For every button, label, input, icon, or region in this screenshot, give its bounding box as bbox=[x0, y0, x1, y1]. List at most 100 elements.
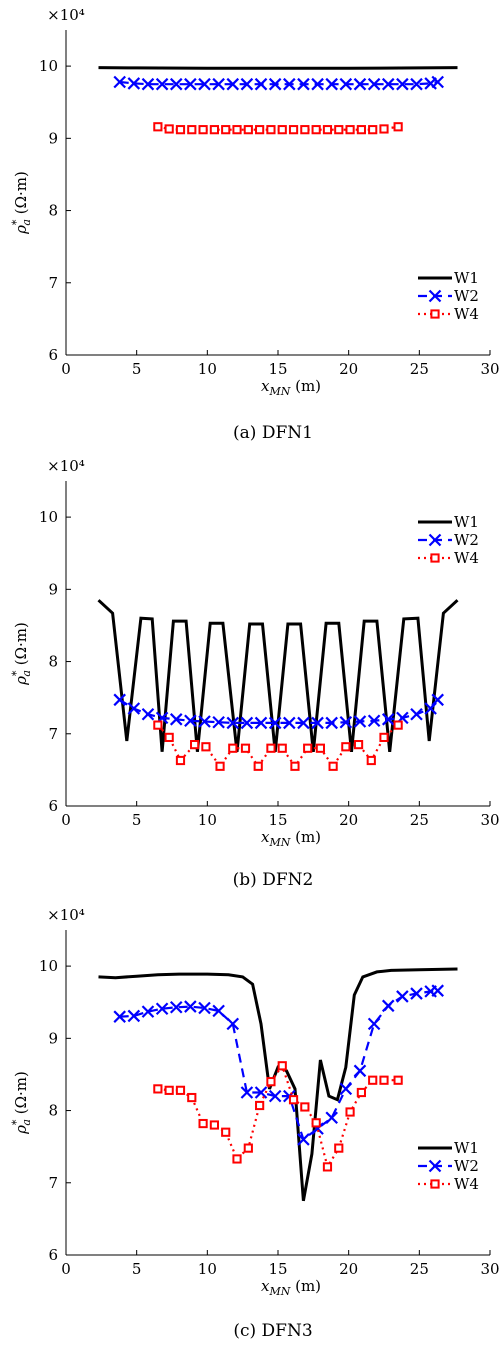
x-axis-label: xMN (m) bbox=[261, 828, 321, 849]
series-W4 bbox=[153, 1061, 403, 1172]
data-point bbox=[325, 77, 338, 91]
y-tick-label: 7 bbox=[48, 274, 58, 292]
data-point bbox=[393, 122, 403, 132]
data-point bbox=[325, 1111, 338, 1125]
x-tick-label: 0 bbox=[61, 1260, 71, 1278]
data-point bbox=[164, 1085, 174, 1095]
x-tick-label: 5 bbox=[132, 1260, 142, 1278]
y-axis-label: ρ*a (Ω·m) bbox=[10, 1071, 33, 1135]
data-point bbox=[268, 77, 282, 91]
x-tick-label: 0 bbox=[61, 811, 71, 829]
y-tick-label: 9 bbox=[48, 1029, 58, 1047]
data-point bbox=[300, 125, 310, 135]
y-tick-label: 6 bbox=[48, 797, 58, 815]
data-point bbox=[297, 1133, 310, 1146]
data-point bbox=[334, 1143, 344, 1153]
legend-label: W2 bbox=[454, 1157, 479, 1175]
data-point bbox=[240, 716, 254, 730]
data-point bbox=[290, 761, 300, 771]
data-point bbox=[381, 999, 395, 1013]
data-point bbox=[184, 714, 197, 728]
data-point bbox=[368, 1075, 378, 1085]
legend-label: W4 bbox=[454, 549, 479, 567]
legend-label: W1 bbox=[454, 513, 479, 531]
data-point bbox=[153, 720, 163, 730]
data-point bbox=[254, 77, 268, 91]
data-point bbox=[367, 77, 381, 91]
x-tick-label: 25 bbox=[410, 1260, 429, 1278]
data-point bbox=[255, 125, 265, 135]
series-line bbox=[119, 80, 438, 86]
data-point bbox=[353, 715, 367, 728]
series-W2 bbox=[113, 693, 444, 730]
data-point bbox=[240, 743, 251, 753]
data-point bbox=[153, 122, 163, 132]
y-tick-label: 7 bbox=[48, 725, 58, 743]
legend-marker bbox=[430, 1179, 440, 1189]
y-tick-label: 9 bbox=[48, 129, 58, 147]
data-point bbox=[379, 1075, 389, 1085]
data-point bbox=[187, 1092, 197, 1103]
data-point bbox=[175, 755, 186, 766]
data-point bbox=[198, 125, 208, 135]
panel-caption: (c) DFN3 bbox=[233, 1321, 312, 1341]
y-tick-label: 10 bbox=[39, 57, 58, 75]
series-W2 bbox=[113, 984, 444, 1146]
series-line bbox=[157, 1063, 399, 1170]
data-point bbox=[366, 755, 376, 766]
data-point bbox=[381, 713, 395, 726]
data-point bbox=[221, 125, 231, 135]
data-point bbox=[198, 715, 211, 728]
data-point bbox=[254, 1086, 268, 1099]
data-point bbox=[226, 1017, 240, 1031]
y-tick-label: 7 bbox=[48, 1174, 58, 1192]
data-point bbox=[175, 1085, 186, 1095]
data-point bbox=[283, 77, 296, 91]
series-W1 bbox=[97, 599, 459, 752]
x-axis-label: xMN (m) bbox=[261, 1277, 321, 1298]
legend-marker bbox=[430, 309, 440, 319]
panel-caption: (b) DFN2 bbox=[233, 870, 314, 890]
data-point bbox=[277, 125, 287, 135]
x-tick-label: 10 bbox=[198, 1260, 217, 1278]
data-point bbox=[431, 693, 444, 707]
data-point bbox=[410, 987, 423, 1000]
y-tick-label: 10 bbox=[39, 957, 58, 975]
legend-label: W4 bbox=[454, 305, 479, 323]
data-point bbox=[356, 125, 366, 135]
data-point bbox=[226, 77, 240, 91]
data-point bbox=[169, 713, 183, 726]
data-point bbox=[328, 761, 338, 771]
data-point bbox=[155, 77, 169, 91]
chart-panel-2: 0 5 10 15 20 25 30 6 7 8 9 10 ×10⁴ ρ*a (Ω·m) xMN (m) (b… bbox=[10, 457, 500, 890]
data-point bbox=[379, 732, 389, 742]
x-tick-label: 5 bbox=[132, 811, 142, 829]
data-point bbox=[266, 743, 276, 753]
data-point bbox=[243, 1143, 253, 1153]
data-point bbox=[367, 1017, 381, 1031]
data-point bbox=[232, 1154, 242, 1164]
data-point bbox=[215, 761, 225, 771]
data-point bbox=[212, 1004, 225, 1018]
data-point bbox=[266, 125, 276, 135]
data-point bbox=[368, 125, 378, 135]
series-line bbox=[97, 599, 459, 752]
data-point bbox=[164, 732, 174, 742]
data-point bbox=[141, 77, 155, 91]
data-point bbox=[141, 1005, 155, 1018]
legend-label: W4 bbox=[454, 1175, 479, 1193]
data-point bbox=[127, 77, 141, 90]
data-point bbox=[367, 714, 381, 728]
data-point bbox=[410, 77, 423, 91]
data-point bbox=[212, 715, 225, 729]
legend-label: W1 bbox=[454, 1139, 479, 1157]
y-tick-label: 8 bbox=[48, 202, 58, 220]
data-point bbox=[209, 125, 220, 135]
data-point bbox=[379, 124, 389, 134]
data-point bbox=[268, 1089, 282, 1103]
data-point bbox=[396, 77, 409, 91]
series-W4 bbox=[153, 122, 403, 135]
